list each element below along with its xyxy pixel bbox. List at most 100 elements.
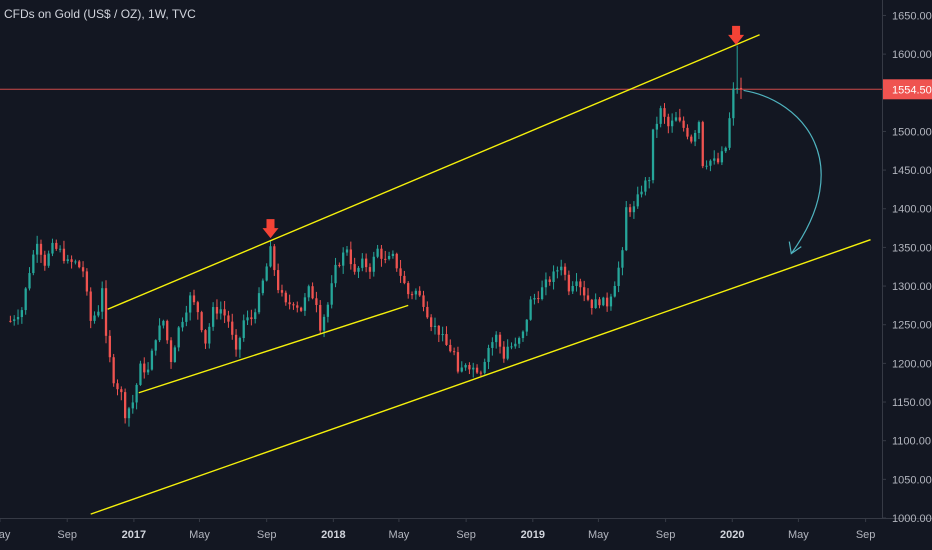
- lower-channel-line[interactable]: [90, 239, 871, 515]
- candle-body: [254, 312, 257, 320]
- candle-body: [380, 248, 383, 259]
- candle-body: [101, 288, 104, 312]
- candle-body: [319, 304, 322, 331]
- last-price-badge: [883, 79, 932, 100]
- candle-body: [104, 288, 108, 336]
- candle-body: [166, 320, 169, 341]
- candle-body: [571, 285, 574, 292]
- candle-body: [590, 299, 593, 309]
- candle-body: [112, 357, 115, 384]
- candle-body: [556, 270, 559, 272]
- candle-body: [269, 246, 272, 267]
- candle-body: [644, 180, 647, 192]
- candle-body: [261, 280, 264, 294]
- candle-body: [525, 319, 528, 332]
- candle-body: [655, 123, 659, 130]
- candle-body: [123, 392, 127, 419]
- candle-body: [108, 335, 111, 358]
- candle-body: [472, 367, 475, 370]
- candle-body: [211, 307, 215, 327]
- candle-body: [227, 315, 230, 322]
- candle-body: [628, 207, 632, 213]
- candle-body: [143, 363, 146, 373]
- projection-curve: [743, 89, 822, 254]
- candle-body: [533, 298, 536, 300]
- candle-body: [338, 264, 341, 266]
- price-axis[interactable]: 1000.00 1050.00 1100.00 1150.00 1200.00 1250.…: [882, 10, 932, 525]
- candle-body: [648, 180, 651, 182]
- candle-body: [364, 258, 368, 268]
- inner-channel-line[interactable]: [138, 304, 409, 394]
- candle-body: [78, 261, 81, 268]
- candle-body: [468, 364, 471, 370]
- candle-body: [173, 347, 177, 363]
- candle-body: [139, 363, 142, 385]
- price-axis-label: 1000.00: [892, 513, 932, 525]
- candle-body: [617, 267, 620, 286]
- candle-body: [32, 254, 35, 274]
- time-axis[interactable]: May Sep 2017 May Sep 2018 May Sep 2019 May Sep 2020…: [0, 518, 875, 541]
- candle-body: [621, 250, 624, 268]
- candle-body: [514, 343, 517, 347]
- candle-body: [315, 298, 318, 305]
- candle-body: [667, 116, 670, 127]
- candle-body: [736, 87, 739, 89]
- candle-body: [483, 361, 486, 373]
- time-axis-label: 2017: [122, 529, 146, 541]
- candle-body: [659, 108, 662, 124]
- candle-body: [560, 266, 563, 271]
- candle-body: [231, 321, 234, 335]
- candle-body: [158, 325, 161, 341]
- candle-body: [89, 291, 92, 321]
- candle-body: [361, 258, 364, 268]
- candle-body: [51, 242, 54, 254]
- candle-body: [47, 253, 50, 266]
- candle-body: [563, 266, 567, 275]
- candle-body: [127, 408, 131, 419]
- candle-body: [384, 258, 387, 260]
- candle-body: [410, 294, 414, 296]
- candle-body: [399, 268, 402, 276]
- candle-body: [85, 271, 89, 292]
- candle-body: [686, 127, 689, 137]
- candle-body: [303, 297, 307, 311]
- candle-body: [334, 264, 337, 284]
- candle-body: [342, 252, 345, 266]
- candle-body: [586, 295, 590, 300]
- candle-body: [445, 334, 448, 345]
- candle-body: [449, 344, 452, 352]
- candle-body: [146, 369, 150, 373]
- upper-channel-line[interactable]: [107, 34, 760, 310]
- candle-body: [605, 297, 609, 307]
- candle-body: [426, 306, 429, 318]
- last-price-label: 1554.50: [892, 84, 932, 96]
- candle-body: [120, 389, 123, 393]
- candle-body: [242, 320, 245, 339]
- candle-body: [579, 281, 582, 288]
- candle-body: [62, 248, 66, 261]
- candle-body: [330, 283, 333, 305]
- candle-body: [456, 352, 460, 372]
- candle-body: [613, 285, 616, 297]
- candle-body: [204, 330, 207, 344]
- candle-body: [479, 372, 483, 374]
- candle-body: [307, 286, 310, 298]
- price-axis-label: 1650.00: [892, 10, 932, 22]
- candle-body: [296, 305, 299, 308]
- candle-body: [537, 298, 540, 300]
- candle-body: [74, 261, 77, 263]
- trend-channels-group: [90, 34, 871, 515]
- time-axis-label: 2019: [521, 529, 545, 541]
- candle-body: [150, 350, 154, 370]
- arrow-markers-group: [262, 25, 822, 255]
- price-axis-label: 1500.00: [892, 126, 932, 138]
- candle-body: [185, 312, 188, 322]
- candle-body: [544, 279, 548, 288]
- candle-body: [9, 320, 12, 322]
- time-axis-label: Sep: [656, 529, 676, 541]
- candle-body: [192, 295, 196, 303]
- candle-body: [116, 383, 119, 390]
